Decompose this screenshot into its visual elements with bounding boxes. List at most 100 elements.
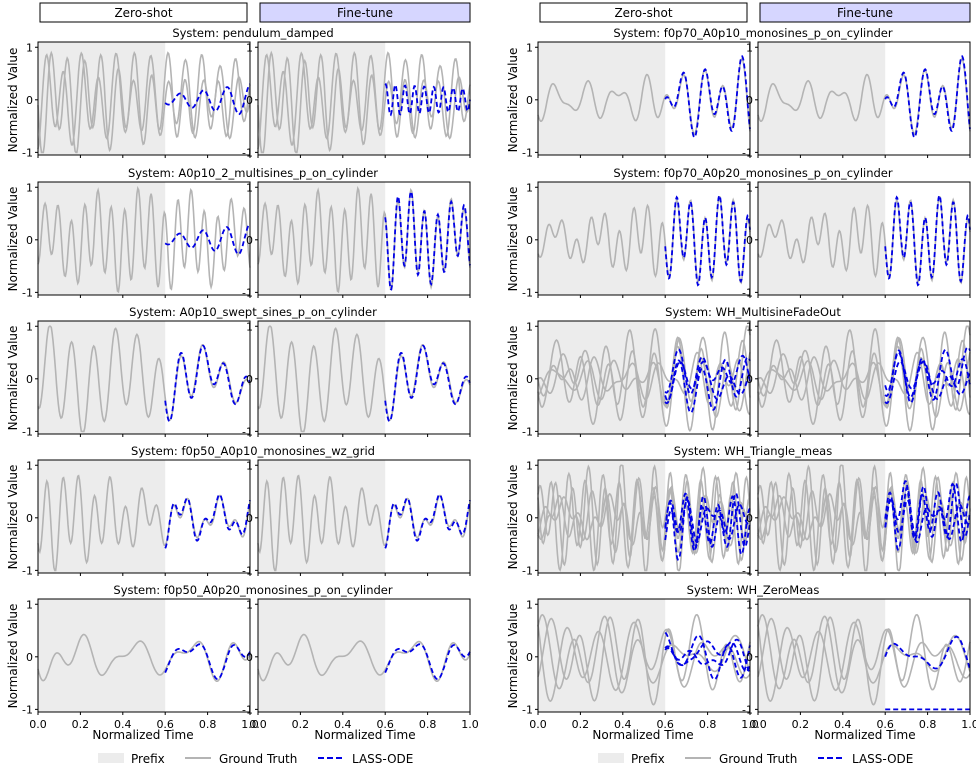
prediction-line [884, 351, 971, 399]
y-tick-label: 0 [246, 651, 253, 664]
y-tick-label: 0 [746, 373, 753, 386]
panel-5-fine-tune: 1 0 -1 0.0 0.2 0.4 0.6 0.8 1.0 [242, 598, 479, 731]
ground-truth-line [537, 474, 751, 566]
y-tick-label: -1 [242, 564, 253, 577]
panel-frame [257, 41, 471, 156]
legend-prefix-swatch [598, 753, 624, 763]
y-tick-label: 0 [526, 234, 533, 247]
y-tick-label: -1 [522, 564, 533, 577]
y-tick-label: -1 [242, 703, 253, 716]
prefix-region [758, 182, 886, 295]
prediction-line [384, 82, 471, 117]
svg-text:Fine-tune: Fine-tune [837, 6, 893, 20]
prediction-line [384, 643, 471, 680]
x-tick-label: 0.0 [249, 718, 267, 731]
legend-ground-truth-label: Ground Truth [719, 752, 797, 766]
y-axis-label-7: Normalized Value [506, 187, 520, 292]
header-zero-shot-right: Zero-shot [539, 2, 748, 23]
ground-truth-line [537, 473, 751, 563]
prediction-line [384, 190, 471, 291]
prefix-region [38, 321, 166, 434]
prediction-line [884, 55, 971, 139]
y-tick-label: 0 [746, 234, 753, 247]
system-title-7: System: f0p70_A0p20_monosines_p_on_cylin… [613, 166, 892, 180]
prediction-line [164, 493, 251, 549]
prefix-region [538, 182, 666, 295]
panel-9-fine-tune: 1 0 -1 [742, 459, 971, 577]
y-axis-label-3: Normalized Value [6, 326, 20, 431]
prediction-line [884, 346, 971, 404]
ground-truth-line [757, 325, 971, 433]
legend-right: Prefix Ground Truth LASS-ODE [598, 752, 913, 766]
prefix-region [38, 599, 166, 712]
prediction-line [164, 344, 251, 423]
ground-truth-line [757, 613, 971, 706]
system-title-8: System: WH_MultisineFadeOut [665, 305, 841, 319]
prediction-line [884, 635, 971, 670]
x-tick-label: 0.4 [114, 718, 132, 731]
y-tick-label: 0 [526, 373, 533, 386]
panel-frame [757, 598, 971, 713]
panel-frame [757, 320, 971, 435]
panel-3-zero-shot: 1 0 -1 [22, 320, 251, 438]
x-tick-label: 0.6 [876, 718, 894, 731]
x-tick-label: 0.8 [419, 718, 437, 731]
ground-truth-line [537, 621, 751, 703]
panel-7-zero-shot: 1 0 -1 [522, 181, 751, 299]
y-axis-label-10: Normalized Value [506, 604, 520, 709]
y-tick-label: -1 [22, 425, 33, 438]
y-tick-label: -1 [742, 703, 753, 716]
y-tick-label: -1 [742, 146, 753, 159]
prefix-region [258, 321, 386, 434]
y-tick-label: 0 [26, 373, 33, 386]
x-tick-label: 0.6 [376, 718, 394, 731]
ground-truth-line [537, 613, 751, 706]
y-tick-label: 0 [526, 512, 533, 525]
prediction-line [664, 194, 751, 287]
legend-prefix-label: Prefix [631, 752, 665, 766]
panel-1-fine-tune: 1 0 -1 [242, 41, 471, 159]
x-axis-label-1: Normalized Time [92, 728, 193, 742]
system-title-5: System: f0p50_A0p20_monosines_p_on_cylin… [113, 583, 392, 597]
system-title-9: System: WH_Triangle_meas [674, 444, 832, 458]
ground-truth-line [757, 621, 971, 703]
panel-8-fine-tune: 1 0 -1 [742, 320, 971, 438]
prediction-line [664, 55, 751, 139]
prediction-line [384, 344, 471, 423]
y-tick-label: 1 [26, 598, 33, 611]
prediction-line [164, 223, 251, 256]
y-tick-label: 1 [746, 598, 753, 611]
panel-2-zero-shot: 1 0 -1 [22, 181, 251, 299]
panel-4-zero-shot: 1 0 -1 [22, 459, 251, 577]
prediction-line [384, 493, 471, 549]
panel-frame [757, 181, 971, 296]
y-tick-label: -1 [242, 425, 253, 438]
y-tick-label: 1 [246, 598, 253, 611]
y-tick-label: 0 [246, 512, 253, 525]
panel-frame [257, 459, 471, 574]
x-tick-label: 0.2 [292, 718, 310, 731]
ground-truth-line [757, 474, 971, 566]
x-axis-label-2: Normalized Time [314, 728, 415, 742]
ground-truth-line [537, 325, 751, 433]
legend-prefix-swatch [98, 753, 124, 763]
svg-text:Zero-shot: Zero-shot [114, 6, 172, 20]
svg-text:Fine-tune: Fine-tune [337, 6, 393, 20]
x-axis-label-4: Normalized Time [814, 728, 915, 742]
y-tick-label: 1 [26, 459, 33, 472]
panel-frame [37, 181, 251, 296]
prefix-region [758, 42, 886, 155]
y-tick-label: 1 [746, 320, 753, 333]
y-tick-label: 1 [526, 181, 533, 194]
y-tick-label: 0 [26, 651, 33, 664]
prediction-line [664, 492, 751, 556]
y-tick-label: -1 [522, 425, 533, 438]
x-tick-label: 0.0 [749, 718, 767, 731]
system-title-6: System: f0p70_A0p10_monosines_p_on_cylin… [613, 26, 892, 40]
prefix-region [538, 42, 666, 155]
panel-frame [537, 598, 751, 713]
y-axis-label-6: Normalized Value [506, 48, 520, 153]
y-tick-label: -1 [742, 564, 753, 577]
y-axis-label-5: Normalized Value [6, 604, 20, 709]
y-tick-label: -1 [522, 286, 533, 299]
